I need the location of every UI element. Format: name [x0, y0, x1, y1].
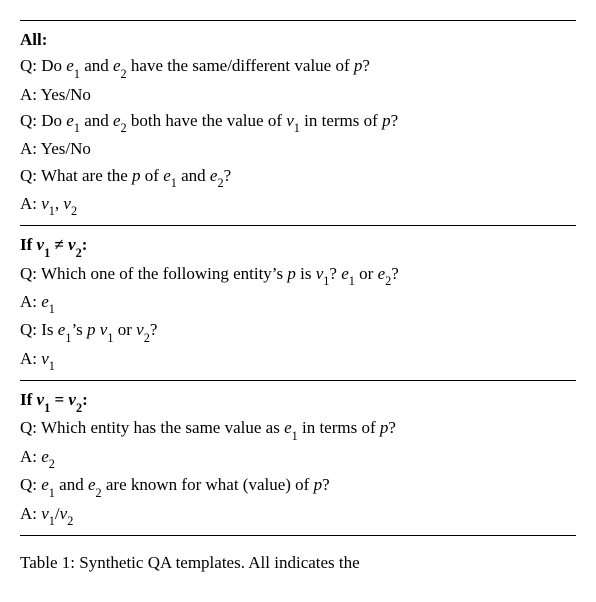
symbol-v1: v1	[100, 320, 114, 339]
symbol-v1: v1	[41, 349, 55, 368]
question-line: Q: Which entity has the same value as e1…	[20, 415, 576, 443]
answer-line: A: Yes/No	[20, 136, 576, 162]
table-container: All:Q: Do e1 and e2 have the same/differ…	[20, 20, 576, 536]
symbol-v2: v2	[60, 504, 74, 523]
symbol-e2: e2	[113, 56, 127, 75]
symbol-e1: e1	[284, 418, 298, 437]
symbol-e1: e1	[163, 166, 177, 185]
symbol-e2: e2	[88, 475, 102, 494]
answer-line: A: Yes/No	[20, 82, 576, 108]
symbol-p: p	[314, 475, 323, 494]
section: If v1 ≠ v2:Q: Which one of the following…	[20, 230, 576, 376]
answer-line: A: e2	[20, 444, 576, 472]
mid-rule	[20, 225, 576, 226]
symbol-p: p	[354, 56, 363, 75]
symbol-v1: v1	[37, 235, 51, 254]
symbol-v1: v1	[286, 111, 300, 130]
symbol-e2: e2	[113, 111, 127, 130]
answer-line: A: v1, v2	[20, 191, 576, 219]
symbol-v1: v1	[41, 504, 55, 523]
symbol-e2: e2	[41, 447, 55, 466]
bottom-rule	[20, 535, 576, 536]
question-line: Q: What are the p of e1 and e2?	[20, 163, 576, 191]
question-line: Q: Is e1’s p v1 or v2?	[20, 317, 576, 345]
symbol-v2: v2	[63, 194, 77, 213]
section-heading: If v1 = v2:	[20, 387, 576, 415]
symbol-p: p	[132, 166, 141, 185]
mid-rule	[20, 380, 576, 381]
symbol-e2: e2	[210, 166, 224, 185]
symbol-v1: v1	[37, 390, 51, 409]
symbol-v2: v2	[68, 390, 82, 409]
symbol-v1: v1	[316, 264, 330, 283]
symbol-v2: v2	[136, 320, 150, 339]
symbol-e1: e1	[41, 292, 55, 311]
symbol-p: p	[382, 111, 391, 130]
symbol-e2: e2	[378, 264, 392, 283]
section: If v1 = v2:Q: Which entity has the same …	[20, 385, 576, 531]
sections: All:Q: Do e1 and e2 have the same/differ…	[20, 25, 576, 536]
question-line: Q: e1 and e2 are known for what (value) …	[20, 472, 576, 500]
symbol-e1: e1	[66, 111, 80, 130]
answer-line: A: v1	[20, 346, 576, 374]
top-rule	[20, 20, 576, 21]
symbol-e1: e1	[66, 56, 80, 75]
symbol-e1: e1	[58, 320, 72, 339]
caption-text: Table 1: Synthetic QA templates. All ind…	[20, 553, 360, 572]
question-line: Q: Do e1 and e2 have the same/different …	[20, 53, 576, 81]
question-line: Q: Do e1 and e2 both have the value of v…	[20, 108, 576, 136]
answer-line: A: e1	[20, 289, 576, 317]
symbol-v2: v2	[68, 235, 82, 254]
symbol-v1: v1	[41, 194, 55, 213]
symbol-p: p	[287, 264, 296, 283]
section-heading: All:	[20, 27, 576, 53]
symbol-p: p	[380, 418, 389, 437]
answer-line: A: v1/v2	[20, 501, 576, 529]
symbol-e1: e1	[341, 264, 355, 283]
symbol-e1: e1	[41, 475, 55, 494]
symbol-p: p	[87, 320, 96, 339]
section: All:Q: Do e1 and e2 have the same/differ…	[20, 25, 576, 221]
caption: Table 1: Synthetic QA templates. All ind…	[20, 550, 576, 576]
section-heading: If v1 ≠ v2:	[20, 232, 576, 260]
question-line: Q: Which one of the following entity’s p…	[20, 261, 576, 289]
